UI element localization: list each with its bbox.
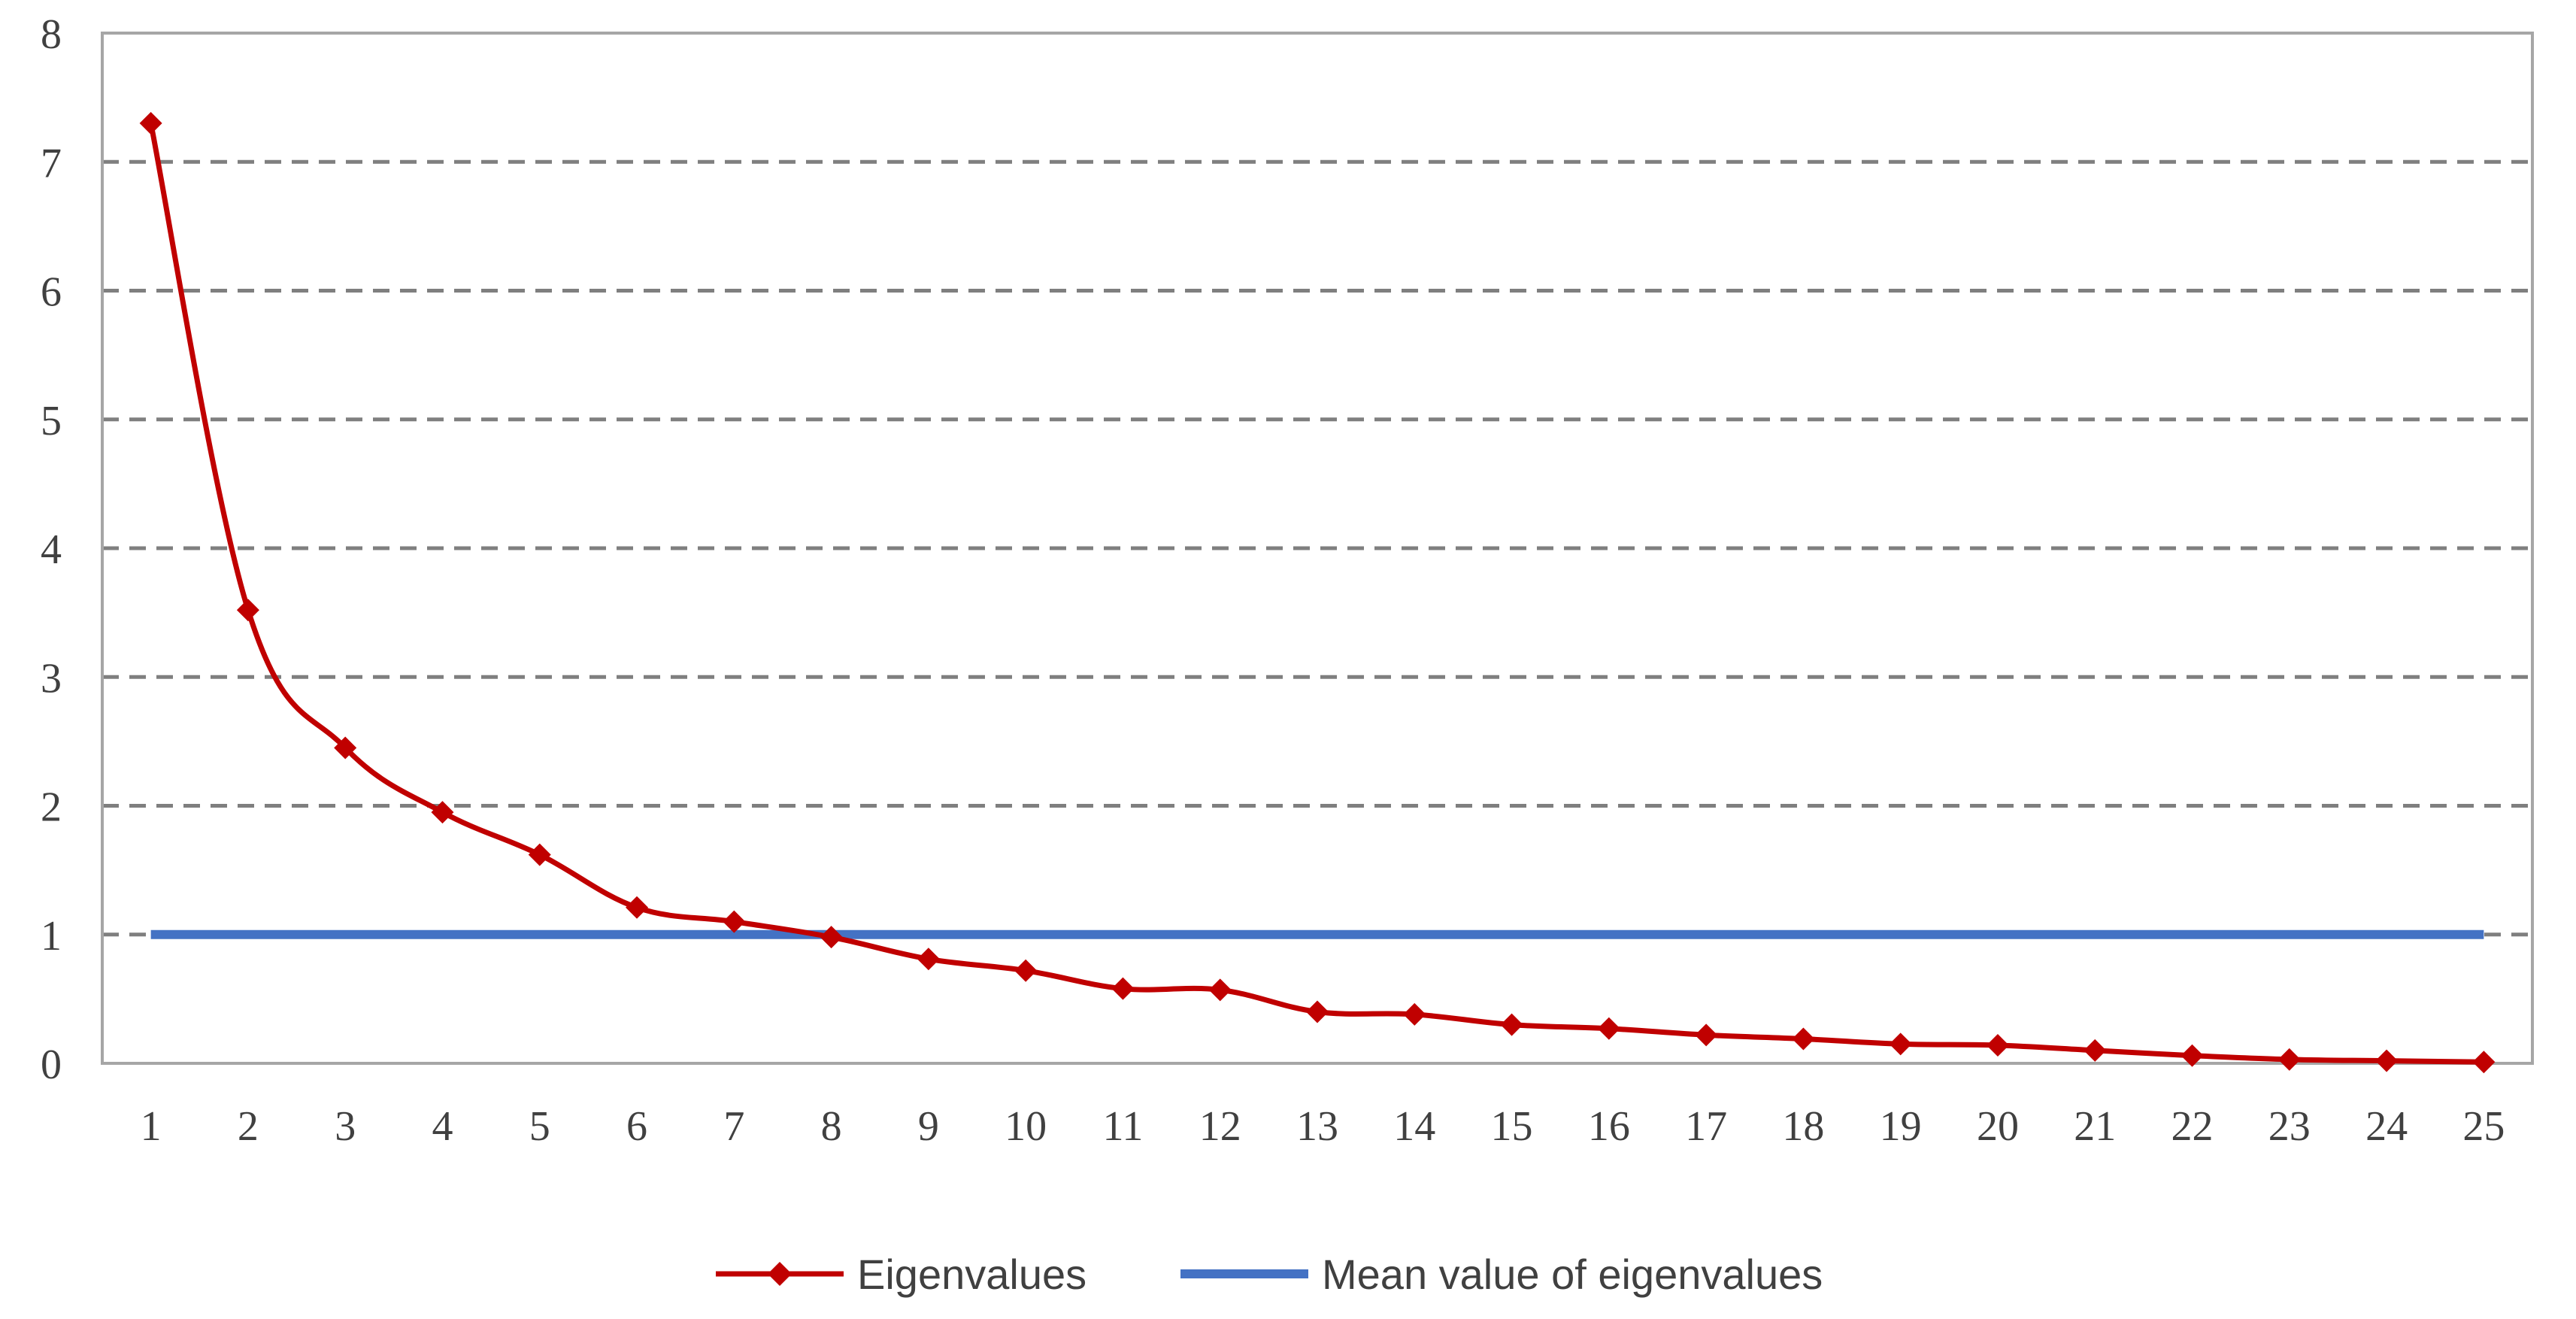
legend-marker-diamond bbox=[768, 1262, 792, 1286]
x-tick-label: 1 bbox=[141, 1103, 162, 1150]
eigenvalue-point-7 bbox=[723, 910, 746, 933]
eigenvalue-point-20 bbox=[1986, 1034, 2009, 1057]
eigenvalue-point-1 bbox=[139, 111, 162, 135]
x-tick-label: 16 bbox=[1588, 1103, 1630, 1150]
eigenvalue-point-4 bbox=[431, 801, 454, 824]
x-tick-label: 4 bbox=[432, 1103, 453, 1150]
eigenvalue-point-21 bbox=[2084, 1039, 2107, 1062]
x-tick-label: 7 bbox=[723, 1103, 744, 1150]
x-tick-label: 25 bbox=[2462, 1103, 2505, 1150]
legend-entry-mean-value: Mean value of eigenvalues bbox=[1180, 1251, 1823, 1298]
eigenvalues-line bbox=[148, 123, 2484, 1065]
x-tick-label: 3 bbox=[335, 1103, 356, 1150]
series-layer bbox=[139, 111, 2496, 1074]
x-tick-label: 15 bbox=[1491, 1103, 1533, 1150]
x-tick-label: 19 bbox=[1880, 1103, 1922, 1150]
x-tick-label: 5 bbox=[529, 1103, 550, 1150]
x-tick-label: 24 bbox=[2365, 1103, 2408, 1150]
x-tick-label: 18 bbox=[1782, 1103, 1824, 1150]
legend-entry-eigenvalues: Eigenvalues bbox=[716, 1251, 1086, 1298]
eigenvalue-point-8 bbox=[820, 926, 843, 949]
y-tick-label: 1 bbox=[41, 913, 62, 960]
x-tick-label: 6 bbox=[626, 1103, 647, 1150]
legend-label-eigenvalues: Eigenvalues bbox=[857, 1251, 1086, 1298]
x-axis: 1 2 3 4 5 6 7 8 9 10 11 12 13 14 15 16 17 18 19 20 21 22 23 24 2… bbox=[141, 1103, 2505, 1150]
x-tick-label: 21 bbox=[2074, 1103, 2116, 1150]
grid-lines bbox=[102, 159, 2532, 937]
eigenvalue-point-9 bbox=[917, 948, 940, 971]
eigenvalue-point-25 bbox=[2472, 1051, 2496, 1074]
plot-area bbox=[101, 32, 2534, 1065]
eigenvalue-point-14 bbox=[1403, 1002, 1426, 1026]
y-tick-label: 8 bbox=[41, 11, 62, 58]
eigenvalue-point-16 bbox=[1597, 1017, 1620, 1040]
x-tick-label: 20 bbox=[1977, 1103, 2019, 1150]
eigenvalue-point-12 bbox=[1208, 978, 1232, 1002]
eigenvalue-point-6 bbox=[626, 896, 649, 919]
eigenvalue-point-2 bbox=[236, 599, 259, 622]
y-tick-label: 3 bbox=[41, 655, 62, 702]
x-tick-label: 23 bbox=[2268, 1103, 2311, 1150]
eigenvalue-point-11 bbox=[1111, 977, 1135, 1000]
x-tick-label: 13 bbox=[1296, 1103, 1338, 1150]
eigenvalue-point-10 bbox=[1014, 959, 1038, 982]
x-tick-label: 17 bbox=[1685, 1103, 1727, 1150]
eigenvalue-point-3 bbox=[334, 736, 357, 760]
legend-label-mean-value: Mean value of eigenvalues bbox=[1322, 1251, 1823, 1298]
x-tick-label: 8 bbox=[821, 1103, 842, 1150]
eigenvalue-point-18 bbox=[1792, 1027, 1815, 1051]
x-tick-label: 10 bbox=[1005, 1103, 1047, 1150]
x-tick-label: 12 bbox=[1199, 1103, 1241, 1150]
eigenvalue-point-22 bbox=[2181, 1044, 2204, 1067]
x-tick-label: 9 bbox=[918, 1103, 939, 1150]
x-tick-label: 2 bbox=[238, 1103, 259, 1150]
eigenvalue-point-13 bbox=[1306, 1000, 1329, 1023]
legend: Eigenvalues Mean value of eigenvalues bbox=[716, 1251, 1823, 1298]
x-tick-label: 11 bbox=[1102, 1103, 1143, 1150]
eigenvalue-point-5 bbox=[528, 843, 551, 866]
series-eigenvalues bbox=[139, 111, 2496, 1074]
eigenvalue-point-19 bbox=[1889, 1032, 1912, 1056]
y-tick-label: 2 bbox=[41, 784, 62, 831]
y-axis: 0 1 2 3 4 5 6 7 8 bbox=[41, 11, 62, 1088]
eigenvalue-point-17 bbox=[1695, 1023, 1718, 1047]
eigenvalue-point-23 bbox=[2277, 1048, 2301, 1071]
eigenvalue-point-15 bbox=[1500, 1013, 1523, 1036]
y-tick-label: 7 bbox=[41, 140, 62, 186]
y-tick-label: 5 bbox=[41, 398, 62, 444]
x-tick-label: 22 bbox=[2171, 1103, 2214, 1150]
y-tick-label: 0 bbox=[41, 1042, 62, 1088]
y-tick-label: 6 bbox=[41, 269, 62, 316]
x-tick-label: 14 bbox=[1393, 1103, 1435, 1150]
y-tick-label: 4 bbox=[41, 526, 62, 573]
eigenvalue-point-24 bbox=[2375, 1049, 2399, 1072]
